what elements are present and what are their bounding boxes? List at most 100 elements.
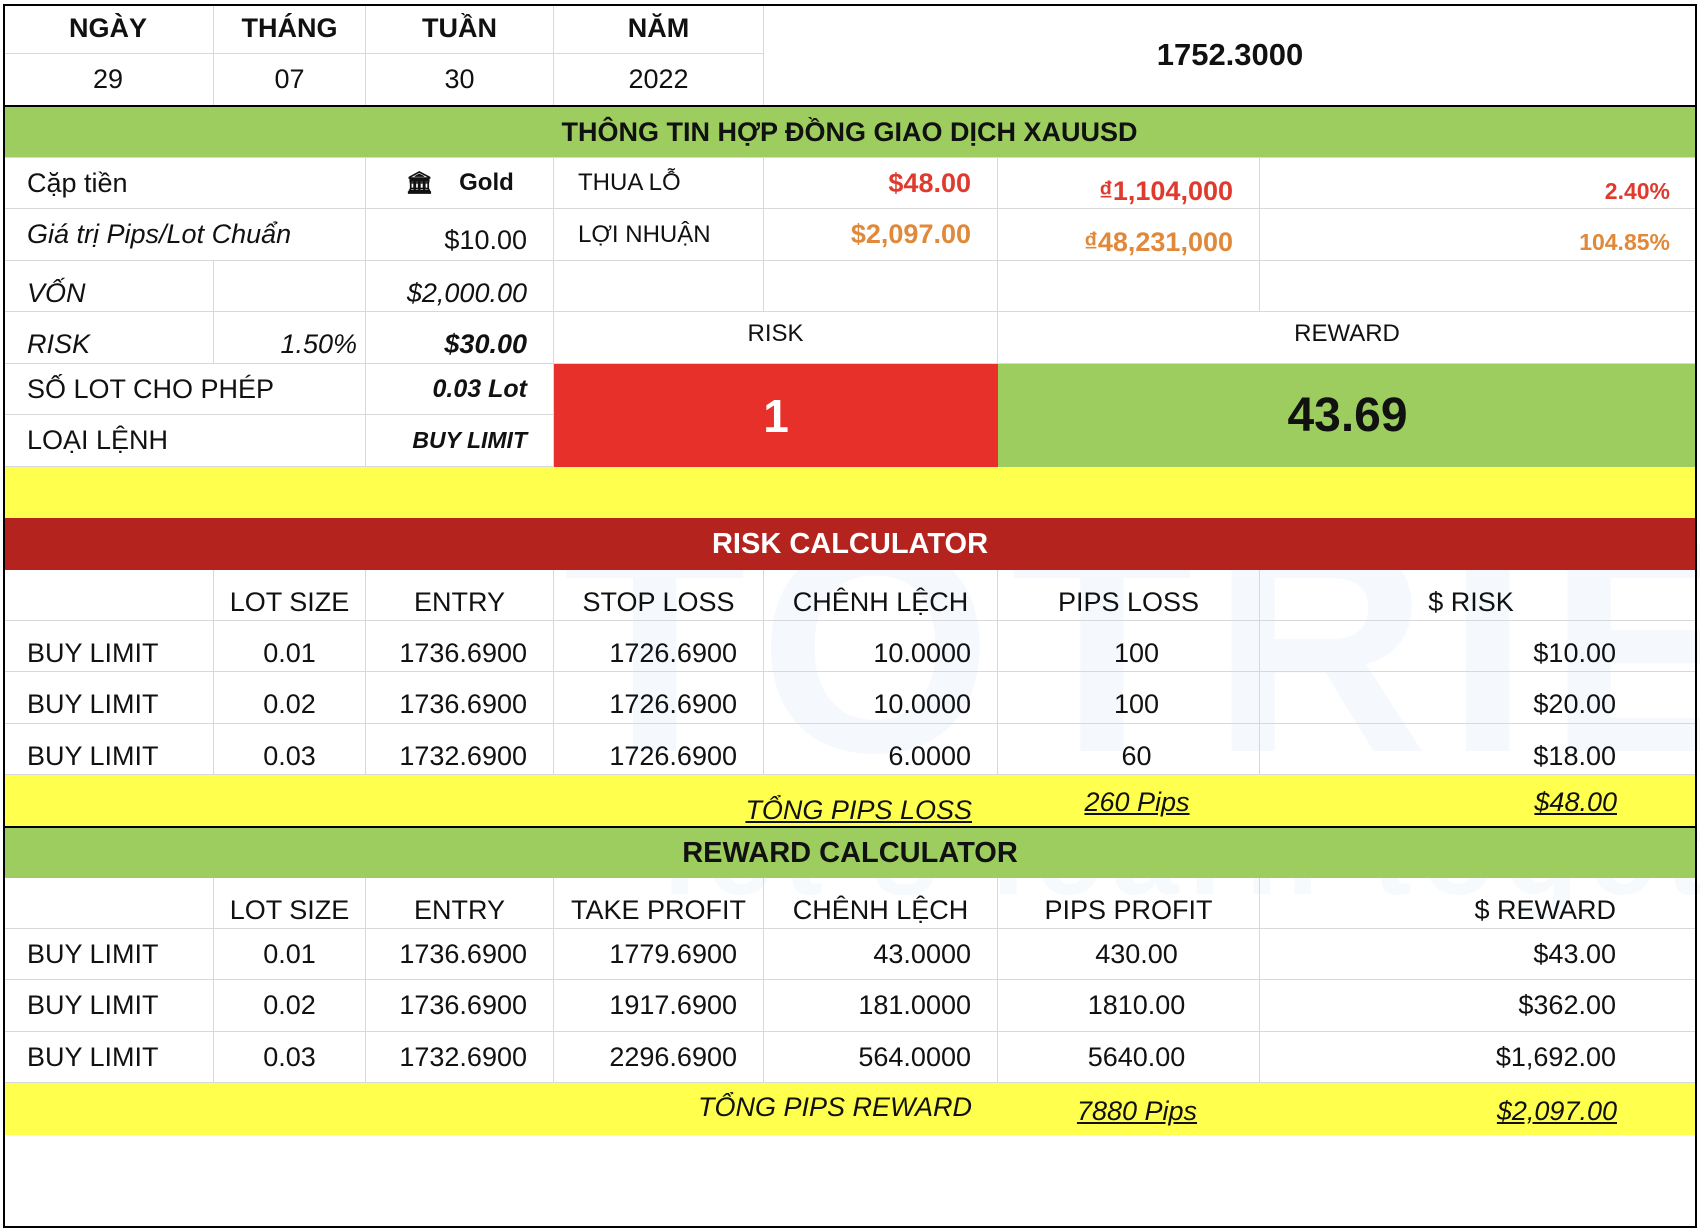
risk-header-empty — [3, 570, 214, 621]
risk-header-difference: CHÊNH LỆCH — [764, 570, 998, 621]
reward-row-2-type[interactable]: BUY LIMIT — [3, 980, 214, 1032]
risk-row-3-type[interactable]: BUY LIMIT — [3, 724, 214, 775]
loss-percent[interactable]: 2.40% — [1260, 158, 1697, 209]
reward-total-usd[interactable]: $2,097.00 — [1496, 1095, 1617, 1126]
divider — [3, 826, 1697, 828]
week-value[interactable]: 30 — [366, 54, 554, 106]
lots-label: SỐ LOT CHO PHÉP — [3, 364, 366, 415]
reward-row-1-pips[interactable]: 430.00 — [998, 929, 1260, 980]
empty-cell — [998, 261, 1260, 312]
order-type-label: LOẠI LỆNH — [3, 415, 366, 467]
risk-row-2-usd[interactable]: $20.00 — [1260, 672, 1697, 724]
loss-vnd[interactable]: ₫1,104,000 — [998, 158, 1260, 209]
risk-row-1-type[interactable]: BUY LIMIT — [3, 621, 214, 672]
pair-cell[interactable]: 🏛 Gold — [366, 158, 554, 209]
reward-row-3-entry[interactable]: 1732.6900 — [366, 1032, 554, 1083]
reward-row-2-entry[interactable]: 1736.6900 — [366, 980, 554, 1032]
current-price[interactable]: 1752.3000 — [764, 4, 1697, 106]
risk-row-3-entry[interactable]: 1732.6900 — [366, 724, 554, 775]
risk-calculator-title: RISK CALCULATOR — [3, 518, 1697, 570]
risk-row-2-stop-loss[interactable]: 1726.6900 — [554, 672, 764, 724]
reward-row-1-type[interactable]: BUY LIMIT — [3, 929, 214, 980]
reward-header-reward-usd: $ REWARD — [1260, 878, 1697, 929]
risk-row-2-pips[interactable]: 100 — [998, 672, 1260, 724]
rr-risk-value[interactable]: 1 — [554, 364, 998, 467]
reward-row-2-take-profit[interactable]: 1917.6900 — [554, 980, 764, 1032]
reward-row-2-difference[interactable]: 181.0000 — [764, 980, 998, 1032]
profit-vnd[interactable]: ₫48,231,000 — [998, 209, 1260, 261]
reward-row-3-take-profit[interactable]: 2296.6900 — [554, 1032, 764, 1083]
rr-risk-label: RISK — [554, 312, 998, 364]
order-type-value[interactable]: BUY LIMIT — [366, 415, 554, 467]
reward-header-pips-profit: PIPS PROFIT — [998, 878, 1260, 929]
spreadsheet: TOTRIEU let's learn together NGÀY THÁNG … — [3, 4, 1700, 1228]
risk-row-3-usd[interactable]: $18.00 — [1260, 724, 1697, 775]
empty-cell — [554, 261, 764, 312]
rr-reward-value[interactable]: 43.69 — [998, 364, 1697, 467]
risk-header-entry: ENTRY — [366, 570, 554, 621]
reward-row-1-entry[interactable]: 1736.6900 — [366, 929, 554, 980]
risk-label: RISK — [3, 312, 214, 364]
risk-total-usd[interactable]: $48.00 — [1534, 786, 1617, 817]
reward-header-empty — [3, 878, 214, 929]
risk-total-pips[interactable]: 260 Pips — [1084, 786, 1190, 817]
pair-value: Gold — [459, 169, 514, 196]
risk-row-1-lot[interactable]: 0.01 — [214, 621, 366, 672]
risk-row-1-entry[interactable]: 1736.6900 — [366, 621, 554, 672]
day-value[interactable]: 29 — [3, 54, 214, 106]
reward-header-difference: CHÊNH LỆCH — [764, 878, 998, 929]
rr-reward-label: REWARD — [998, 312, 1697, 364]
risk-row-3-stop-loss[interactable]: 1726.6900 — [554, 724, 764, 775]
empty-cell — [764, 261, 998, 312]
reward-total-label: TỔNG PIPS REWARD — [697, 1091, 972, 1122]
loss-usd[interactable]: $48.00 — [764, 158, 998, 209]
reward-row-3-difference[interactable]: 564.0000 — [764, 1032, 998, 1083]
contract-title: THÔNG TIN HỢP ĐỒNG GIAO DỊCH XAUUSD — [3, 107, 1697, 158]
risk-row-3-lot[interactable]: 0.03 — [214, 724, 366, 775]
risk-total-row — [3, 775, 1697, 827]
profit-usd[interactable]: $2,097.00 — [764, 209, 998, 261]
capital-value[interactable]: $2,000.00 — [366, 261, 554, 312]
risk-value[interactable]: $30.00 — [366, 312, 554, 364]
lots-value[interactable]: 0.03 Lot — [366, 364, 554, 415]
empty-cell — [214, 261, 366, 312]
reward-header-take-profit: TAKE PROFIT — [554, 878, 764, 929]
reward-row-1-usd[interactable]: $43.00 — [1260, 929, 1697, 980]
reward-row-1-difference[interactable]: 43.0000 — [764, 929, 998, 980]
risk-row-2-difference[interactable]: 10.0000 — [764, 672, 998, 724]
reward-row-2-pips[interactable]: 1810.00 — [998, 980, 1260, 1032]
risk-row-2-entry[interactable]: 1736.6900 — [366, 672, 554, 724]
risk-row-2-type[interactable]: BUY LIMIT — [3, 672, 214, 724]
reward-calculator-title: REWARD CALCULATOR — [3, 828, 1697, 878]
risk-row-3-difference[interactable]: 6.0000 — [764, 724, 998, 775]
empty-cell — [1260, 261, 1697, 312]
year-value[interactable]: 2022 — [554, 54, 764, 106]
header-month-label: THÁNG — [214, 4, 366, 54]
pip-value[interactable]: $10.00 — [366, 209, 554, 261]
reward-row-2-usd[interactable]: $362.00 — [1260, 980, 1697, 1032]
reward-row-3-usd[interactable]: $1,692.00 — [1260, 1032, 1697, 1083]
pip-value-label: Giá trị Pips/Lot Chuẩn — [3, 209, 366, 261]
profit-percent[interactable]: 104.85% — [1260, 209, 1697, 261]
risk-percent[interactable]: 1.50% — [214, 312, 366, 364]
risk-row-1-pips[interactable]: 100 — [998, 621, 1260, 672]
reward-row-3-lot[interactable]: 0.03 — [214, 1032, 366, 1083]
reward-total-pips[interactable]: 7880 Pips — [1076, 1095, 1198, 1126]
spacer-row — [3, 467, 1697, 518]
risk-total-label: TỔNG PIPS LOSS — [745, 794, 972, 825]
risk-row-3-pips[interactable]: 60 — [998, 724, 1260, 775]
risk-row-1-stop-loss[interactable]: 1726.6900 — [554, 621, 764, 672]
header-year-label: NĂM — [554, 4, 764, 54]
header-day-label: NGÀY — [3, 4, 214, 54]
month-value[interactable]: 07 — [214, 54, 366, 106]
reward-row-1-take-profit[interactable]: 1779.6900 — [554, 929, 764, 980]
risk-row-1-usd[interactable]: $10.00 — [1260, 621, 1697, 672]
risk-row-1-difference[interactable]: 10.0000 — [764, 621, 998, 672]
reward-row-2-lot[interactable]: 0.02 — [214, 980, 366, 1032]
header-week-label: TUẦN — [366, 4, 554, 54]
risk-row-2-lot[interactable]: 0.02 — [214, 672, 366, 724]
reward-row-3-pips[interactable]: 5640.00 — [998, 1032, 1260, 1083]
reward-row-1-lot[interactable]: 0.01 — [214, 929, 366, 980]
reward-row-3-type[interactable]: BUY LIMIT — [3, 1032, 214, 1083]
bank-icon: 🏛 — [405, 170, 434, 195]
